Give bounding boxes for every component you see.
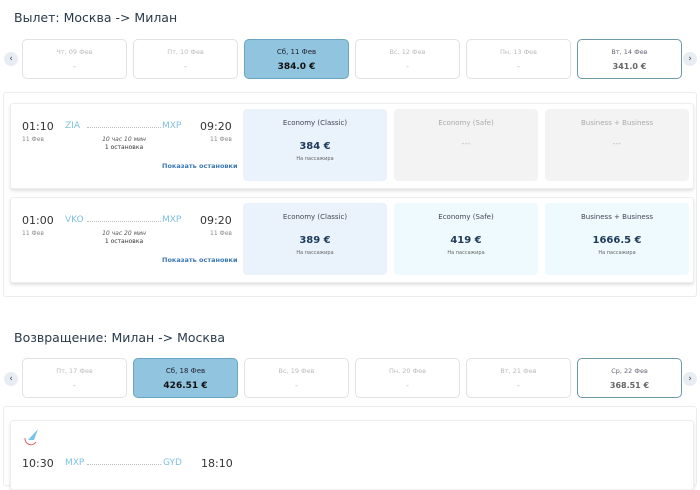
date-label: Вт, 21 Фев [500,367,537,375]
airline-logo-icon [24,429,38,446]
duration: 10 час 20 мин [102,230,146,237]
arrival-time: 09:20 [200,120,232,133]
return-title: Возвращение: Милан -> Москва [14,330,226,345]
fare-option: Economy (Safe) --- [394,109,538,181]
date-price: - [517,381,520,390]
date-price: - [295,381,298,390]
chevron-left-icon: ‹ [9,374,13,384]
fare-price: 389 € [299,235,331,246]
date-option[interactable]: Вс, 19 Фев - [244,358,349,398]
fare-option[interactable]: Economy (Safe) 419 € На пассажира [394,203,538,275]
departure-date: 11 Фев [22,136,44,143]
date-price: 384.0 € [277,62,316,72]
arrival-date: 11 Фев [210,136,232,143]
date-label: Вс, 12 Фев [389,48,426,56]
origin-code: MXP [65,458,85,468]
fare-name: Economy (Classic) [282,213,348,221]
fare-name: Business + Business [580,119,654,127]
fare-option: Business + Business --- [545,109,689,181]
fare-name: Economy (Safe) [438,119,494,127]
flight-card: 01:00 11 Фев VKO MXP 09:20 11 Фев 10 час… [10,197,694,283]
show-stops-link[interactable]: Показать остановки [162,162,238,170]
date-option[interactable]: Пн, 13 Фев - [466,39,571,79]
date-label: Пн, 20 Фев [388,367,427,375]
date-label: Вт, 14 Фев [611,48,648,56]
date-option[interactable]: Сб, 11 Фев 384.0 € [244,39,349,79]
date-option[interactable]: Вт, 21 Фев - [466,358,571,398]
stops-count: 1 остановка [104,238,144,245]
date-option[interactable]: Чт, 09 Фев - [22,39,127,79]
fare-price: --- [612,139,622,148]
destination-code: GYD [163,458,182,468]
date-label: Пн, 13 Фев [499,48,538,56]
origin-code: ZIA [65,121,80,131]
outbound-title: Вылет: Москва -> Милан [14,10,178,25]
fare-option[interactable]: Economy (Classic) 389 € На пассажира [243,203,387,275]
fare-option[interactable]: Business + Business 1666.5 € На пассажир… [545,203,689,275]
per-passenger-label: На пассажира [447,250,485,256]
date-label: Ср, 22 Фев [611,367,648,375]
date-option[interactable]: Сб, 18 Фев 426.51 € [133,358,238,398]
duration: 10 час 10 мин [102,136,146,143]
date-label: Сб, 18 Фев [165,367,206,375]
date-option[interactable]: Вт, 14 Фев 341.0 € [577,39,682,79]
per-passenger-label: На пассажира [598,250,636,256]
next-dates-button[interactable]: › [683,52,697,66]
date-label: Пт, 17 Фев [56,367,93,375]
date-label: Вс, 19 Фев [278,367,315,375]
stops-count: 1 остановка [104,144,144,151]
route-line [87,464,161,465]
chevron-right-icon: › [688,54,692,64]
fare-price: 419 € [450,235,482,246]
departure-time: 01:00 [22,214,54,227]
date-label: Чт, 09 Фев [56,48,93,56]
date-label: Пт, 10 Фев [167,48,204,56]
next-dates-button[interactable]: › [683,372,697,386]
date-price: - [517,62,520,71]
date-price: 341.0 € [612,62,647,71]
return-flight-card[interactable]: 10:30 MXP GYD 18:10 [10,420,694,490]
departure-time: 01:10 [22,120,54,133]
flight-card: 01:10 11 Фев ZIA MXP 09:20 11 Фев 10 час… [10,103,694,189]
route-line [87,221,161,222]
arrival-time: 18:10 [201,457,233,470]
arrival-date: 11 Фев [210,230,232,237]
destination-code: MXP [162,215,182,225]
fare-name: Business + Business [580,213,654,221]
arrival-time: 09:20 [200,214,232,227]
date-option[interactable]: Вс, 12 Фев - [355,39,460,79]
fare-price: 1666.5 € [592,235,642,246]
show-stops-link[interactable]: Показать остановки [162,256,238,264]
chevron-left-icon: ‹ [9,54,13,64]
route-line [87,127,161,128]
per-passenger-label: На пассажира [296,250,334,256]
fare-price: 384 € [299,141,331,152]
per-passenger-label: На пассажира [296,156,334,162]
departure-date: 11 Фев [22,230,44,237]
outbound-results [3,92,697,297]
prev-dates-button[interactable]: ‹ [4,372,18,386]
date-price: - [73,62,76,71]
date-price: 368.51 € [609,381,650,390]
date-price: - [406,62,409,71]
date-price: - [184,62,187,71]
destination-code: MXP [162,121,182,131]
date-price: - [73,381,76,390]
fare-price: --- [461,139,471,148]
chevron-right-icon: › [688,374,692,384]
date-label: Сб, 11 Фев [276,48,317,56]
date-option[interactable]: Пн, 20 Фев - [355,358,460,398]
date-option[interactable]: Ср, 22 Фев 368.51 € [577,358,682,398]
fare-name: Economy (Safe) [438,213,494,221]
fare-name: Economy (Classic) [282,119,348,127]
date-option[interactable]: Пт, 10 Фев - [133,39,238,79]
date-price: - [406,381,409,390]
date-price: 426.51 € [163,381,208,391]
departure-time: 10:30 [22,457,54,470]
fare-option[interactable]: Economy (Classic) 384 € На пассажира [243,109,387,181]
date-option[interactable]: Пт, 17 Фев - [22,358,127,398]
origin-code: VKO [65,215,84,225]
prev-dates-button[interactable]: ‹ [4,52,18,66]
